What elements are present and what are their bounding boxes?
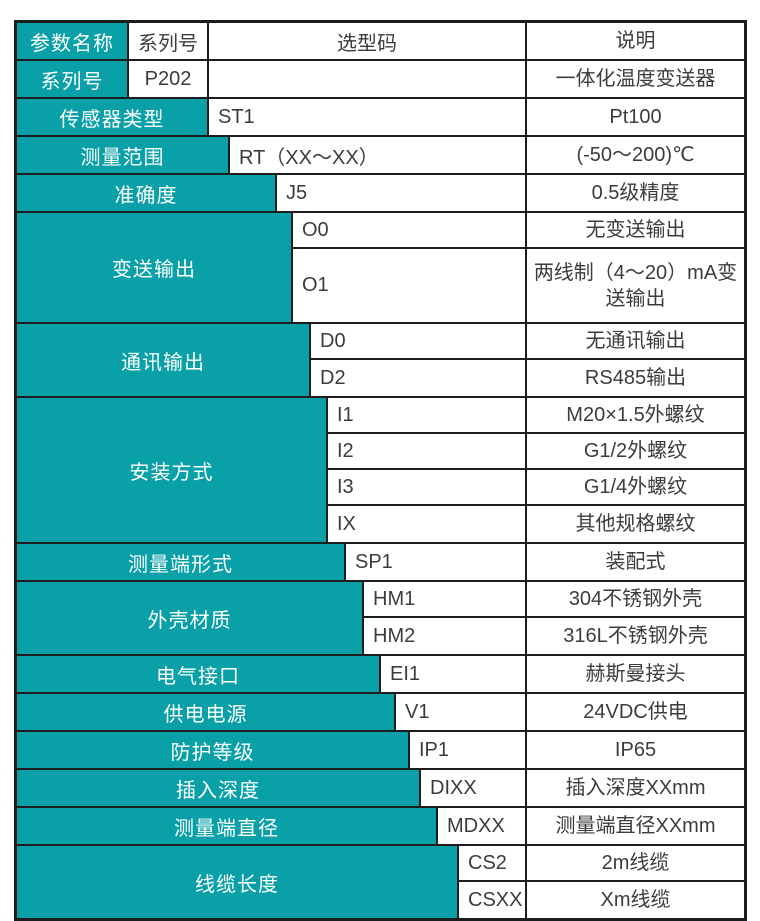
group-row-protection-rating: 防护等级 IP1 IP65 (17, 732, 744, 770)
desc-cell: IP65 (614, 739, 657, 761)
param-label-cell: 变送输出 (17, 213, 293, 322)
param-label-cell: 测量端形式 (17, 544, 346, 580)
series-desc-cell: 一体化温度变送器 (555, 68, 716, 90)
param-label-cell: 通讯输出 (17, 324, 311, 396)
desc-cell: (-50～200)℃ (576, 144, 695, 166)
desc-cell: 316L不锈钢外壳 (563, 625, 708, 647)
desc-cell: 24VDC供电 (583, 701, 688, 723)
header-selection-code: 选型码 (209, 23, 527, 59)
series-row: 系列号 P202 一体化温度变送器 (17, 61, 744, 99)
header-description: 说明 (615, 30, 656, 52)
param-label-cell: 外壳材质 (17, 582, 364, 654)
desc-cell: 2m线缆 (601, 852, 670, 874)
desc-cell: 其他规格螺纹 (575, 513, 696, 535)
code-cell: DIXX (421, 770, 527, 806)
param-label-cell: 安装方式 (17, 398, 328, 542)
group-row-probe-form: 测量端形式 SP1 装配式 (17, 544, 744, 582)
series-label-cell: 系列号 (17, 61, 129, 97)
param-label-cell: 供电电源 (17, 694, 396, 730)
param-label-cell: 电气接口 (17, 656, 381, 692)
code-cell: IX (328, 506, 527, 542)
desc-cell: 0.5级精度 (591, 182, 680, 204)
product-selection-table: 参数名称 系列号 选型码 说明 系列号 P202 一体化温度变送器 传感器类型 … (14, 20, 747, 921)
code-cell: RT（XX～XX） (230, 137, 527, 173)
param-label-cell: 测量范围 (17, 137, 230, 173)
header-series-no: 系列号 (129, 23, 209, 59)
group-row-sensor-type: 传感器类型 ST1 Pt100 (17, 99, 744, 137)
group-row-transmit-output: 变送输出 O0 无变送输出 O1 两线制（4～20）mA变送输出 (17, 213, 744, 324)
group-row-power-supply: 供电电源 V1 24VDC供电 (17, 694, 744, 732)
code-cell: I2 (328, 434, 527, 468)
desc-cell: 无变送输出 (585, 219, 686, 241)
param-label-cell: 测量端直径 (17, 808, 438, 844)
group-row-insertion-depth: 插入深度 DIXX 插入深度XXmm (17, 770, 744, 808)
series-value-cell: P202 (129, 61, 209, 97)
code-cell: I3 (328, 470, 527, 504)
desc-cell: 测量端直径XXmm (555, 815, 716, 837)
code-cell: O1 (293, 249, 527, 322)
param-label-cell: 防护等级 (17, 732, 410, 768)
desc-cell: Pt100 (609, 106, 662, 128)
desc-cell: 无通讯输出 (585, 330, 686, 352)
group-row-accuracy: 准确度 J5 0.5级精度 (17, 175, 744, 213)
code-cell: O0 (293, 213, 527, 247)
group-row-comm-output: 通讯输出 D0 无通讯输出 D2 RS485输出 (17, 324, 744, 398)
desc-cell: 两线制（4～20）mA变送输出 (533, 261, 738, 310)
code-cell: D2 (311, 360, 527, 396)
code-cell: MDXX (438, 808, 527, 844)
code-cell: CS2 (459, 846, 527, 880)
code-cell: HM2 (364, 618, 527, 654)
desc-cell: 插入深度XXmm (565, 777, 706, 799)
group-row-electrical-interface: 电气接口 EI1 赫斯曼接头 (17, 656, 744, 694)
code-cell: IP1 (410, 732, 527, 768)
desc-cell: G1/2外螺纹 (583, 440, 688, 462)
desc-cell: 304不锈钢外壳 (568, 588, 703, 610)
code-cell: V1 (396, 694, 527, 730)
param-label-cell: 准确度 (17, 175, 277, 211)
header-row: 参数名称 系列号 选型码 说明 (17, 23, 744, 61)
code-cell: ST1 (209, 99, 527, 135)
desc-cell: 赫斯曼接头 (585, 663, 686, 685)
group-row-housing-material: 外壳材质 HM1 304不锈钢外壳 HM2 316L不锈钢外壳 (17, 582, 744, 656)
code-cell: I1 (328, 398, 527, 432)
desc-cell: Xm线缆 (600, 889, 671, 911)
code-cell: EI1 (381, 656, 527, 692)
desc-cell: M20×1.5外螺纹 (566, 404, 705, 426)
group-row-cable-length: 线缆长度 CS2 2m线缆 CSXX Xm线缆 (17, 846, 744, 918)
group-row-mount-type: 安装方式 I1 M20×1.5外螺纹 I2 G1/2外螺纹 I3 G1/4外螺纹… (17, 398, 744, 544)
code-cell: HM1 (364, 582, 527, 616)
desc-cell: 装配式 (605, 551, 666, 573)
param-label-cell: 传感器类型 (17, 99, 209, 135)
code-cell: D0 (311, 324, 527, 358)
code-cell: SP1 (346, 544, 527, 580)
code-cell: J5 (277, 175, 527, 211)
header-param-name: 参数名称 (17, 23, 129, 59)
desc-cell: G1/4外螺纹 (583, 476, 688, 498)
desc-cell: RS485输出 (584, 367, 687, 389)
param-label-cell: 插入深度 (17, 770, 421, 806)
group-row-measure-range: 测量范围 RT（XX～XX） (-50～200)℃ (17, 137, 744, 175)
group-row-probe-diameter: 测量端直径 MDXX 测量端直径XXmm (17, 808, 744, 846)
code-cell: CSXX (459, 882, 527, 918)
param-label-cell: 线缆长度 (17, 846, 459, 918)
series-selection-cell (209, 61, 527, 97)
